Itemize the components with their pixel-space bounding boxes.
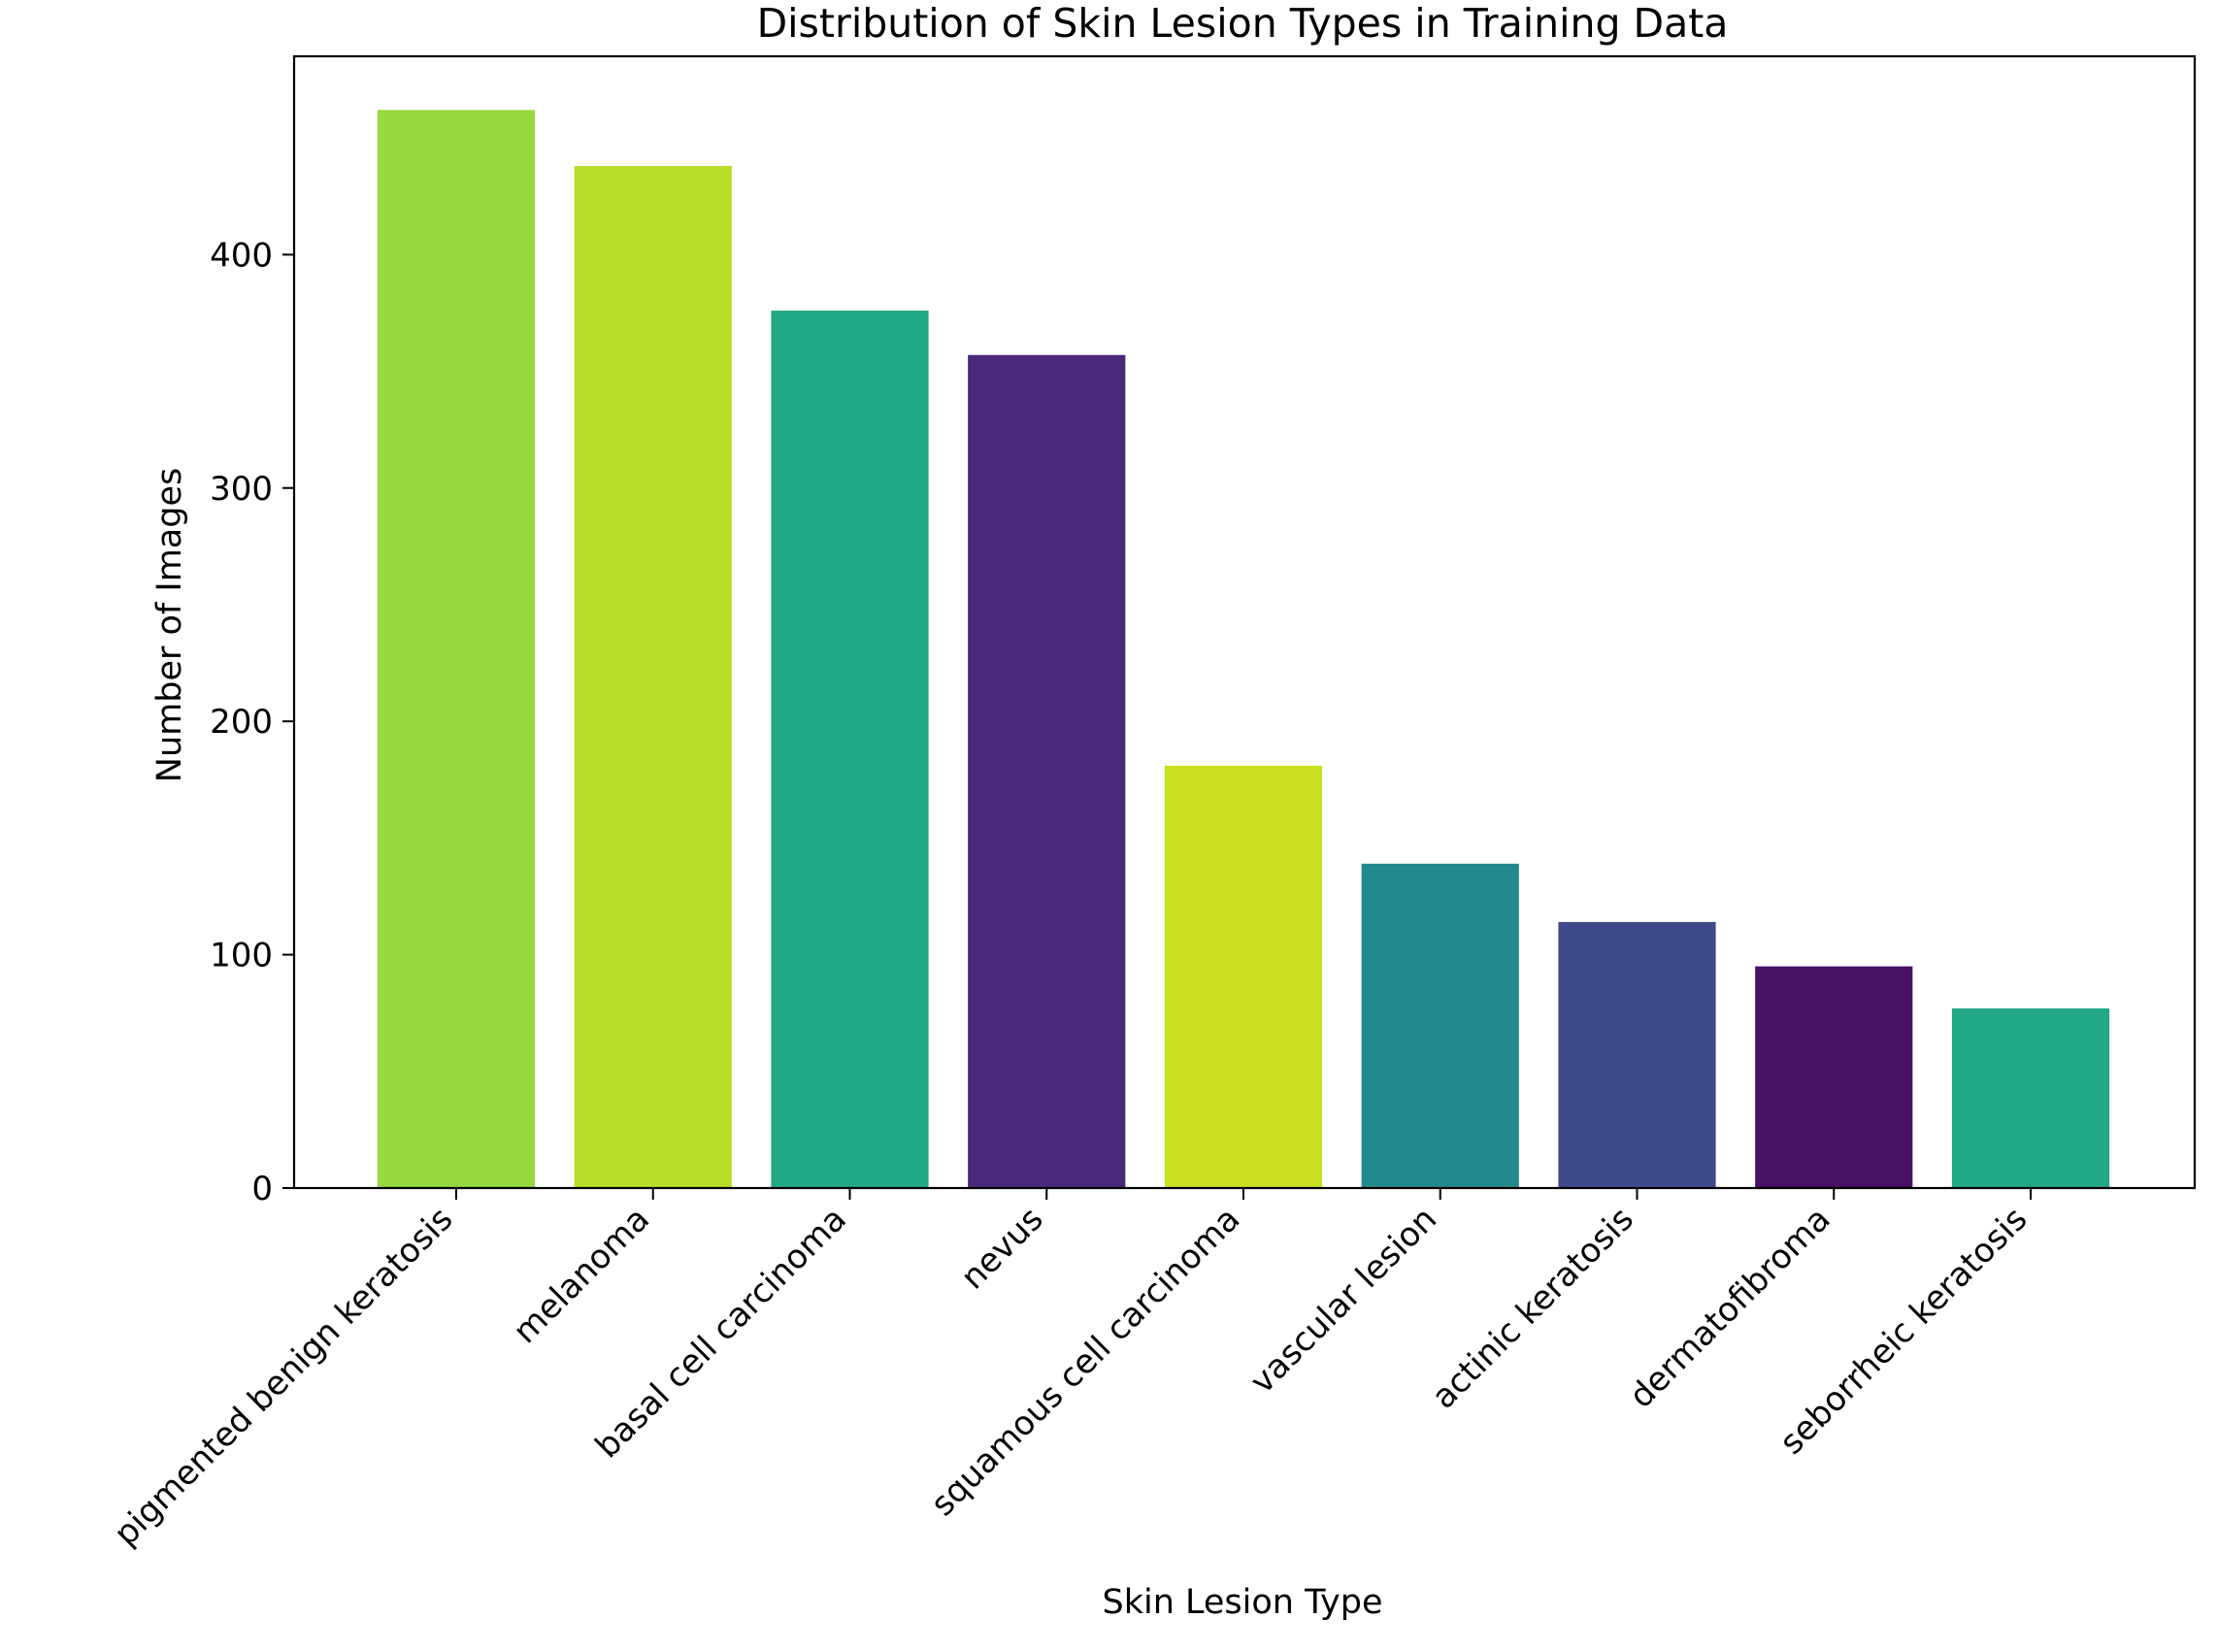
bar-6 (1558, 921, 1716, 1188)
x-axis-label: Skin Lesion Type (1102, 1583, 1382, 1622)
y-tick-label-3: 300 (210, 470, 273, 509)
y-axis: 0 100 200 300 400 (210, 236, 294, 1208)
bar-8 (1951, 1008, 2110, 1188)
bar-7 (1755, 966, 1913, 1188)
bar-0 (377, 110, 536, 1189)
bar-3 (968, 354, 1126, 1188)
plot-area (377, 110, 2110, 1189)
bar-4 (1164, 765, 1323, 1188)
y-axis-label: Number of Images (150, 468, 189, 782)
bar-5 (1361, 863, 1519, 1188)
bar-2 (771, 311, 929, 1188)
bar-1 (574, 165, 732, 1189)
y-tick-label-0: 0 (251, 1170, 273, 1208)
y-tick-label-1: 100 (210, 937, 273, 975)
y-tick-label-4: 400 (210, 236, 273, 275)
chart-title: Distribution of Skin Lesion Types in Tra… (757, 0, 1729, 47)
y-tick-label-2: 200 (210, 703, 273, 742)
